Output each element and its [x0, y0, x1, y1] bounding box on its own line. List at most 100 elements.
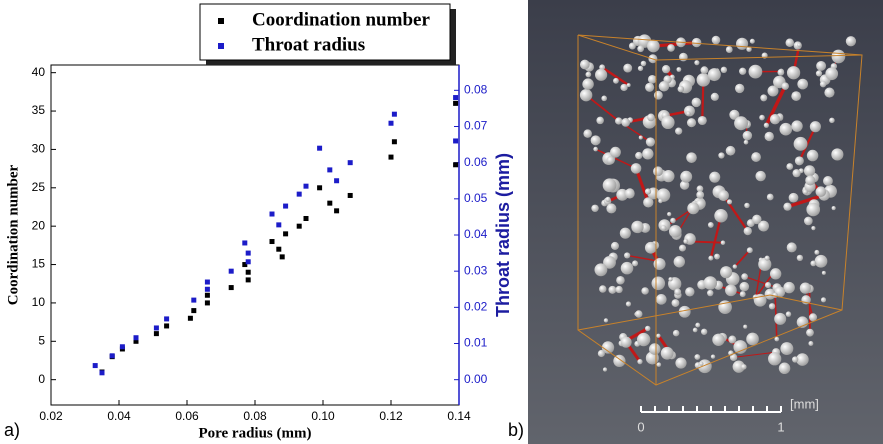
pore [767, 85, 779, 97]
pore [708, 255, 714, 261]
pore [794, 156, 804, 166]
pore [707, 289, 714, 297]
pore [599, 285, 607, 293]
pore [645, 82, 655, 92]
point [245, 269, 251, 275]
pore [707, 222, 714, 228]
pore [662, 170, 675, 183]
y-tick-label: 40 [32, 65, 46, 79]
legend-label: Coordination number [252, 9, 430, 30]
pore [824, 87, 835, 98]
point [453, 138, 459, 144]
pore [606, 203, 617, 214]
point [99, 370, 105, 376]
pore [691, 37, 702, 48]
pore [823, 176, 833, 186]
pore [645, 137, 656, 147]
pore [785, 38, 795, 48]
pore [641, 287, 649, 295]
pore [696, 190, 705, 199]
pore [660, 225, 667, 231]
point [204, 279, 210, 285]
point [303, 183, 309, 189]
pore [743, 324, 748, 329]
x-tick-label: 0.06 [175, 409, 199, 423]
pore [777, 68, 785, 76]
pore [661, 115, 675, 130]
point [391, 139, 397, 145]
pore [759, 114, 765, 121]
pore [785, 311, 792, 317]
pore [667, 44, 675, 52]
pore [819, 80, 827, 88]
pore [710, 92, 719, 101]
pore [805, 175, 816, 186]
y2-tick-label: 0.07 [464, 119, 488, 133]
pore [628, 42, 636, 50]
pore [668, 277, 673, 282]
pore [656, 188, 671, 202]
pore [709, 171, 721, 183]
scale-label: 0 [637, 419, 644, 434]
point [334, 208, 340, 214]
point [347, 160, 353, 166]
point [153, 331, 159, 337]
pore [631, 220, 644, 234]
pore [638, 135, 643, 140]
pore [792, 356, 799, 363]
pore [648, 343, 661, 355]
pore [647, 113, 655, 122]
point [245, 259, 251, 265]
y-tick-label: 15 [32, 257, 46, 271]
y2-tick-label: 0.04 [464, 227, 488, 241]
pore [739, 67, 747, 75]
point [245, 277, 251, 283]
pore [809, 313, 818, 322]
point [204, 286, 210, 292]
pore [802, 189, 808, 195]
pore [670, 217, 676, 224]
pore [809, 121, 821, 133]
pore [623, 63, 633, 73]
pore [626, 83, 631, 88]
pore [700, 328, 708, 335]
point [164, 316, 170, 322]
pore [831, 206, 836, 211]
pore [764, 288, 776, 300]
pore [729, 109, 740, 120]
pore [635, 151, 643, 160]
pore [621, 118, 631, 127]
pore [814, 254, 828, 268]
sample-box [577, 34, 863, 386]
point [388, 120, 394, 126]
y-tick-label: 25 [32, 180, 46, 194]
y-tick-label: 10 [32, 295, 46, 309]
pore [676, 67, 682, 72]
pore [751, 152, 761, 162]
pore [815, 186, 827, 197]
throat [701, 79, 705, 121]
pore [678, 305, 691, 318]
y-axis-title: Coordination number [5, 164, 21, 305]
point [133, 338, 139, 344]
point [242, 262, 248, 268]
y2-tick-label: 0.08 [464, 82, 488, 96]
pore [714, 253, 720, 260]
pore [691, 97, 702, 108]
panel-label: b) [508, 420, 524, 440]
pore [585, 71, 592, 78]
point [283, 231, 289, 237]
pore [686, 152, 697, 163]
y-tick-label: 20 [32, 218, 46, 232]
throat [585, 94, 620, 122]
pore [610, 146, 621, 158]
pore [829, 117, 835, 124]
pore [679, 244, 687, 252]
pore [606, 156, 615, 165]
y2-axis-title: Throat radius (mm) [493, 153, 513, 317]
point [119, 344, 125, 350]
pore [602, 178, 617, 193]
point [204, 292, 210, 298]
pore [786, 242, 797, 253]
y-tick-label: 35 [32, 103, 46, 117]
